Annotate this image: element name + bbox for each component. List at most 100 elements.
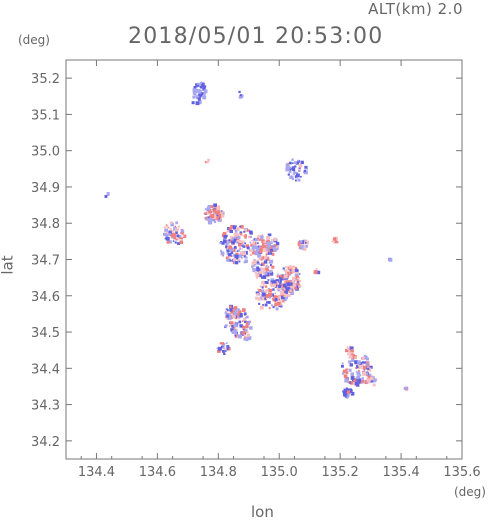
y-tick-label: 34.6 <box>31 290 60 305</box>
echo-point <box>276 286 280 290</box>
echo-point <box>265 251 269 254</box>
echo-point <box>260 255 263 258</box>
echo-point <box>201 93 204 96</box>
echo-point <box>219 342 222 345</box>
echo-point <box>367 367 372 372</box>
echo-point <box>267 245 271 249</box>
echo-point <box>366 370 368 373</box>
echo-point <box>297 243 301 247</box>
echo-point <box>348 368 352 372</box>
echo-point <box>356 366 359 369</box>
echo-point <box>177 238 180 241</box>
echo-point <box>232 225 237 230</box>
echo-point <box>269 270 272 273</box>
echo-point <box>272 288 275 291</box>
echo-point <box>294 175 298 179</box>
echo-point <box>269 293 273 297</box>
echo-point <box>287 280 291 284</box>
echo-point <box>266 236 270 240</box>
echo-point <box>284 269 287 273</box>
echo-point <box>284 280 288 283</box>
echo-point <box>223 235 227 239</box>
echo-point <box>253 245 258 250</box>
echo-point <box>292 283 296 287</box>
y-tick-label: 34.7 <box>31 254 60 269</box>
echo-point <box>271 253 275 256</box>
echo-point <box>277 288 281 292</box>
echo-point <box>298 284 302 288</box>
echo-point <box>272 280 277 285</box>
echo-point <box>290 271 293 274</box>
echo-point <box>303 170 306 173</box>
echo-point <box>242 245 246 248</box>
echo-point <box>357 378 362 383</box>
echo-point <box>255 291 258 294</box>
echo-point <box>258 302 261 305</box>
echo-point <box>261 234 263 236</box>
echo-point <box>206 161 209 164</box>
x-tick-label: 134.8 <box>200 465 237 480</box>
echo-point <box>274 292 277 295</box>
echo-point <box>354 356 357 359</box>
echo-point <box>252 267 254 270</box>
x-tick-label: 135.4 <box>382 465 419 480</box>
echo-point <box>332 237 337 241</box>
echo-point <box>285 266 287 268</box>
echo-point <box>284 296 288 300</box>
echo-point <box>225 245 228 248</box>
echo-point <box>234 333 237 336</box>
echo-point <box>287 274 290 277</box>
echo-point <box>345 368 348 372</box>
echo-point <box>232 257 236 262</box>
echo-point <box>227 347 231 351</box>
echo-point <box>272 249 276 253</box>
echo-point <box>245 244 249 248</box>
echo-point <box>232 332 234 334</box>
echo-point <box>176 234 180 238</box>
echo-point <box>226 345 230 349</box>
echo-point <box>288 170 292 174</box>
echo-point <box>238 90 241 94</box>
echo-point <box>245 338 249 342</box>
echo-point <box>208 211 210 214</box>
echo-point <box>289 288 292 291</box>
echo-point <box>291 280 295 283</box>
echo-point <box>207 159 210 162</box>
echo-point <box>353 378 357 382</box>
echo-point <box>266 241 271 246</box>
echo-point <box>174 225 177 228</box>
echo-point <box>227 312 230 315</box>
echo-point <box>259 296 263 300</box>
echo-point <box>228 227 232 231</box>
echo-point <box>224 325 227 328</box>
echo-point <box>165 234 169 238</box>
echo-point <box>274 303 278 307</box>
echo-point <box>237 311 242 315</box>
echo-point <box>236 239 239 243</box>
echo-point <box>269 252 273 255</box>
echo-point <box>274 298 278 302</box>
echo-point <box>256 261 259 264</box>
echo-point <box>239 233 243 236</box>
echo-point <box>302 240 305 243</box>
echo-point <box>366 357 369 361</box>
echo-point <box>305 240 309 244</box>
echo-point <box>171 230 174 233</box>
echo-point <box>213 213 215 215</box>
echo-point <box>266 301 268 304</box>
echo-point <box>298 169 301 172</box>
echo-point <box>257 245 260 248</box>
echo-point <box>175 221 179 225</box>
echo-point <box>258 288 262 292</box>
y-tick-label: 35.2 <box>31 72 60 87</box>
echo-point <box>225 310 228 312</box>
echo-point <box>242 325 246 329</box>
echo-point <box>256 273 259 276</box>
echo-point <box>297 159 300 162</box>
echo-point <box>210 214 215 218</box>
echo-point <box>213 209 216 212</box>
echo-point <box>354 360 359 365</box>
echo-point <box>359 374 362 377</box>
echo-point <box>249 231 253 235</box>
echo-point <box>193 95 196 99</box>
